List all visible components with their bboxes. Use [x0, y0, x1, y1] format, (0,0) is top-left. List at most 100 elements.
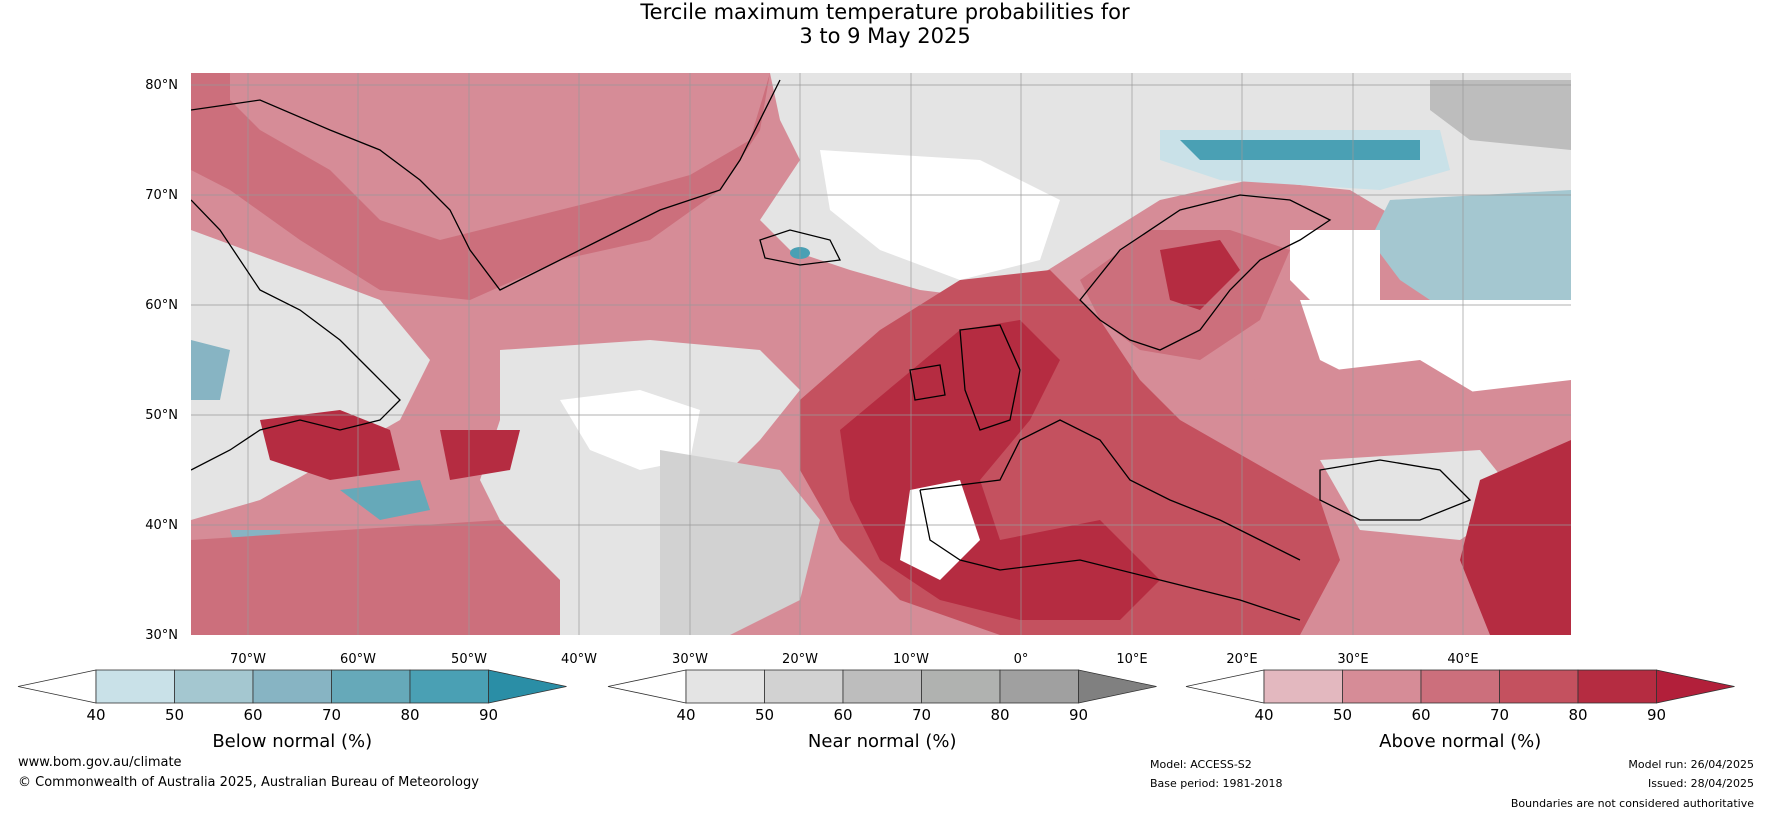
coast-blacksea: [1319, 459, 1472, 521]
colorbar-tick-label: 80: [990, 706, 1009, 724]
colorbar-segment: [409, 669, 489, 704]
region-below-russia: [1370, 190, 1571, 330]
graticule: [191, 73, 1571, 635]
coastlines: [191, 79, 1472, 621]
lon-label: 20°E: [1226, 652, 1257, 667]
colorbar-tick-label: 80: [400, 706, 419, 724]
title-line-2: 3 to 9 May 2025: [799, 24, 971, 48]
colorbar-tick-label: 60: [243, 706, 262, 724]
colorbar-segment: [842, 669, 922, 704]
region-above-greenland-inner: [230, 73, 770, 240]
lon-label: 10°W: [893, 652, 929, 667]
colorbar-segment: [685, 669, 765, 704]
coast-scandinavia: [1079, 194, 1332, 351]
coast-ireland: [909, 364, 946, 401]
colorbar-segment: [764, 669, 844, 704]
lon-axis: 70°W 60°W 50°W 40°W 30°W 20°W 10°W 0° 10…: [230, 652, 1479, 667]
region-above-sweden-core: [1160, 240, 1240, 310]
map-title: Tercile maximum temperature probabilitie…: [0, 0, 1770, 48]
colorbar-tick-label: 90: [1069, 706, 1088, 724]
colorbar-segment: [1577, 669, 1657, 704]
colorbar-tick-label: 80: [1568, 706, 1587, 724]
region-above-southwest: [191, 520, 560, 635]
lat-label: 60°N: [145, 298, 178, 313]
colorbar-tick-label: 70: [1490, 706, 1509, 724]
coast-iceland: [759, 229, 841, 266]
colorbar-tick-label: 70: [912, 706, 931, 724]
coast-north-africa: [919, 489, 1301, 621]
region-above-newfoundland: [440, 430, 520, 480]
colorbar-title: Near normal (%): [808, 731, 957, 752]
colorbar-tick-label: 50: [165, 706, 184, 724]
region-near-blacksea: [1320, 450, 1520, 540]
colorbar-segment: [921, 669, 1001, 704]
footer-boundaries: Boundaries are not considered authoritat…: [1510, 797, 1754, 810]
colorbar-right-extend: [1656, 669, 1735, 704]
colorbar-tick-label: 60: [1411, 706, 1430, 724]
coast-canada: [191, 199, 401, 471]
region-near-atlantic: [480, 340, 800, 635]
colorbar-segment: [1499, 669, 1579, 704]
colorbar-tick-label: 40: [86, 706, 105, 724]
region-white-norwegian-sea: [820, 150, 1060, 280]
region-above-quebec: [260, 410, 400, 480]
colorbar-left-extend: [607, 669, 687, 704]
footer-model: Model: ACCESS-S2: [1150, 758, 1252, 771]
footer-website: www.bom.gov.au/climate: [18, 755, 182, 770]
region-near-canary: [660, 450, 820, 635]
colorbar-tick-label: 40: [676, 706, 695, 724]
near-normal-colorbar: 40 50 60 70 80 90 Near normal (%): [607, 669, 1157, 752]
region-near-canada: [191, 230, 430, 520]
lon-label: 20°W: [782, 652, 818, 667]
lon-label: 60°W: [340, 652, 376, 667]
colorbar-tick-label: 50: [1333, 706, 1352, 724]
colorbar-tick-label: 70: [322, 706, 341, 724]
colorbar-left-extend: [1185, 669, 1265, 704]
lat-axis: 80°N 70°N 60°N 50°N 40°N 30°N: [145, 78, 178, 643]
lon-label: 70°W: [230, 652, 266, 667]
colorbar-tick-label: 90: [479, 706, 498, 724]
footer-base-period: Base period: 1981-2018: [1150, 777, 1283, 790]
region-above-middle-east: [1460, 440, 1571, 635]
lon-label: 50°W: [451, 652, 487, 667]
colorbar-tick-label: 40: [1254, 706, 1273, 724]
region-white-finland: [1290, 230, 1380, 310]
lat-label: 50°N: [145, 408, 178, 423]
region-below-ontario: [340, 480, 430, 520]
lon-label: 40°E: [1447, 652, 1478, 667]
coast-greenland: [191, 79, 781, 291]
colorbar-segment: [1420, 669, 1500, 704]
colorbar-right-extend: [1078, 669, 1157, 704]
colorbar-segment: [95, 669, 175, 704]
colorbar-title: Above normal (%): [1379, 731, 1541, 752]
colorbar-segment: [252, 669, 332, 704]
colorbar-tick-label: 90: [1647, 706, 1666, 724]
region-white-atlantic: [560, 390, 700, 470]
colorbar-segment: [1263, 669, 1343, 704]
colorbar-right-extend: [488, 669, 567, 704]
lon-label: 0°: [1014, 652, 1029, 667]
lat-label: 30°N: [145, 628, 178, 643]
below-normal-colorbar: 40 50 60 70 80 90 Below normal (%): [17, 669, 567, 752]
region-near-barents: [1430, 80, 1571, 150]
colorbar-title: Below normal (%): [212, 731, 372, 752]
lon-label: 40°W: [561, 652, 597, 667]
lat-label: 80°N: [145, 78, 178, 93]
lon-label: 30°E: [1337, 652, 1368, 667]
footer-issued: Issued: 28/04/2025: [1647, 777, 1754, 790]
lon-label: 10°E: [1116, 652, 1147, 667]
colorbar-segment: [331, 669, 411, 704]
coast-europe-south: [919, 419, 1301, 561]
region-below-arctic-core: [1180, 140, 1420, 160]
region-white-iberia: [900, 480, 980, 580]
region-below-hudson: [191, 340, 230, 400]
probability-field: [191, 73, 1571, 635]
colorbar-tick-label: 50: [755, 706, 774, 724]
lat-label: 70°N: [145, 188, 178, 203]
title-line-1: Tercile maximum temperature probabilitie…: [640, 0, 1130, 24]
above-normal-colorbar: 40 50 60 70 80 90 Above normal (%): [1185, 669, 1735, 752]
coast-britain: [959, 324, 1021, 431]
lon-label: 30°W: [672, 652, 708, 667]
